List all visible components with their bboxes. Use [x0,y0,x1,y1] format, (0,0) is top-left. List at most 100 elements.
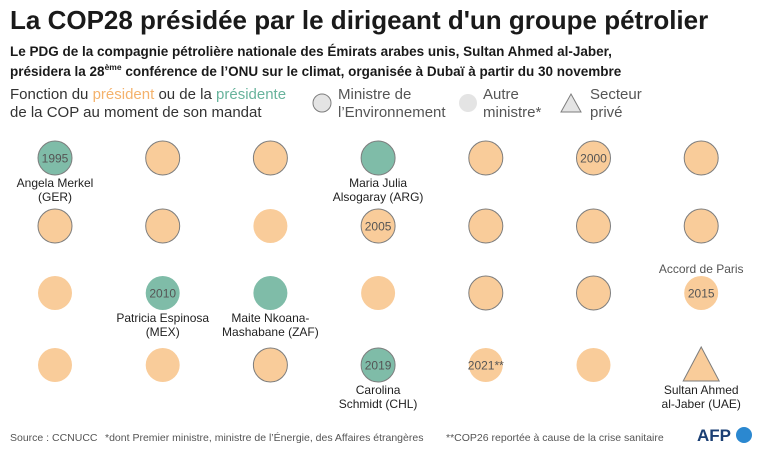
cop-year-label: 2021** [468,358,504,372]
cop-cell [683,208,719,244]
cop-circle-marker [576,275,611,311]
cop-cell [38,348,72,382]
triangle-icon [560,92,582,113]
subtitle-ordinal-suffix: ème [104,62,122,72]
source-note: Source : CCNUCC [10,432,98,444]
cop-annotation: Accord de Paris [659,262,744,276]
cop-circle-marker [253,209,288,243]
cop-circle-marker [252,140,288,176]
cop-cell: 2021** [468,348,504,382]
legend-intro-line-1: Fonction du président ou de la président… [10,86,286,104]
cop-circle-marker [37,140,73,176]
cop-circle-marker [145,208,181,244]
president-name-line: Carolina [356,383,401,397]
cop-circle-marker [468,275,504,311]
president-name-line: Mashabane (ZAF) [222,325,319,339]
cop-cell [468,275,504,311]
cop-circle-marker [38,276,72,310]
footnote-other-minister: *dont Premier ministre, ministre de l’Én… [105,432,424,444]
cop-circle-marker [37,208,73,244]
cop-cell: 2010 Patricia Espinosa(MEX) [116,276,209,339]
cop-year-label: 2015 [688,286,715,300]
cop-circle-marker [145,140,181,176]
cop-cell [38,276,72,310]
afp-logo-text: AFP [697,426,731,445]
circle-filled-icon [459,94,477,112]
cop-year-label: 2000 [580,151,607,165]
cop-year-label: 2005 [365,219,392,233]
legend-label-other-minister: Autre ministre* [483,86,541,122]
legend-intro: Fonction du président ou de la président… [10,86,286,122]
legend-label-line: Secteur [590,86,642,103]
president-name-line: Maria Julia [349,176,407,190]
cop-circle-marker [576,348,611,382]
legend-label-line: Autre [483,86,519,103]
cop-cell [468,140,504,176]
cop-cell: Maite Nkoana-Mashabane (ZAF) [222,276,319,339]
cop-cell [361,276,396,310]
president-name-line: Angela Merkel [17,176,94,190]
cop-circle-marker [468,348,503,382]
circle-outline-icon [312,93,332,113]
cop-circle-marker [468,208,504,244]
legend-intro-middle: ou de la [158,86,212,103]
cop-year-label: 2010 [149,286,176,300]
cop-year-label: 1995 [42,151,69,165]
president-name-line: Schmidt (CHL) [339,397,418,411]
chart-title: La COP28 présidée par le dirigeant d'un … [10,5,709,35]
legend-label-private-sector: Secteur privé [590,86,642,122]
cop-cell [37,208,73,244]
legend-president-word: président [92,86,155,103]
president-name-line: Maite Nkoana- [231,311,309,325]
cop-cell [468,208,504,244]
president-name-line: Sultan Ahmed [664,383,739,397]
cop-circle-marker [253,276,288,310]
legend-label-line: Ministre de [338,86,412,103]
cop-circle-marker [683,208,719,244]
president-name-line: (GER) [38,190,72,204]
cop-cell [576,208,611,244]
cop-circle-marker [683,140,719,176]
footnote-cop26: **COP26 reportée à cause de la crise san… [446,432,664,444]
cop-circle-marker [361,276,396,310]
cop-circle-marker [576,208,611,244]
cop-cell: 2015 Accord de Paris [659,262,744,310]
cop-circle-marker [145,348,180,382]
president-name-line: al-Jaber (UAE) [662,397,741,411]
president-name-line: Patricia Espinosa [116,311,209,325]
cop-circle-marker [468,140,504,176]
cop-cell [683,140,719,176]
cop-circle-marker [360,140,396,176]
president-name-line: Alsogaray (ARG) [333,190,424,204]
legend-presidente-word: présidente [216,86,287,103]
cop-triangle-marker [682,345,721,382]
cop-circle-marker [684,276,719,310]
cop-circle-marker [360,208,396,244]
cop-cell: 1995 Angela Merkel(GER) [17,140,94,204]
legend-intro-start: Fonction du [10,86,89,103]
cop-circle-marker [145,276,180,310]
cop-cell: 2005 [360,208,396,244]
legend-label-line: ministre* [483,104,542,121]
subtitle-line-2-start: présidera la 28 [10,64,105,79]
cop-grid: 1995 Angela Merkel(GER) Maria JuliaAlsogar… [17,140,744,411]
cop-cell [576,275,611,311]
cop-cell [252,140,288,176]
cop-cell [145,208,181,244]
cop-circle-marker [252,347,288,383]
legend-intro-line-2: de la COP au moment de son mandat [10,104,262,121]
cop-circle-marker [360,347,396,383]
cop-cell [576,348,611,382]
subtitle-line-2: présidera la 28ème conférence de l’ONU s… [10,62,621,82]
cop-cell [145,348,180,382]
subtitle: Le PDG de la compagnie pétrolière nation… [10,42,621,82]
afp-logo: AFP [697,426,752,445]
afp-logo-dot-icon [736,427,752,443]
legend-label-line: l’Environnement [338,104,446,121]
cop-cell [253,209,288,243]
cop-circle-marker [576,140,611,176]
